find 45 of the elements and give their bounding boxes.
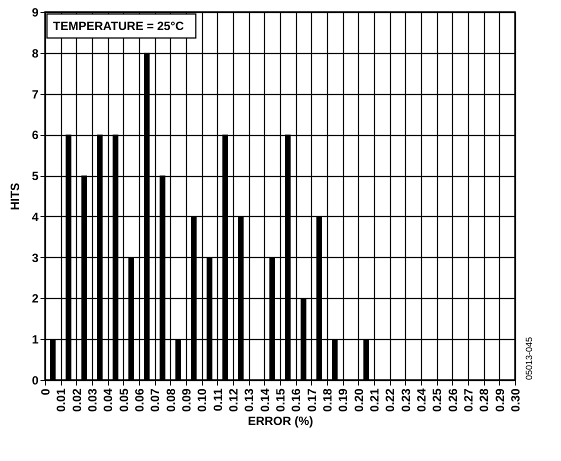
y-tick-label: 0 bbox=[32, 374, 39, 388]
x-tick-label: 0.21 bbox=[368, 388, 382, 412]
x-tick-label: 0.24 bbox=[414, 388, 428, 412]
x-tick-label: 0.17 bbox=[304, 388, 319, 412]
x-tick-label: 0 bbox=[38, 388, 52, 396]
x-tick-label: 0.09 bbox=[180, 388, 194, 412]
x-tick-label: 0.25 bbox=[430, 388, 444, 412]
x-tick-label: 0.13 bbox=[242, 388, 256, 412]
x-tick-label: 0.06 bbox=[132, 388, 146, 412]
x-tick-label: 0.10 bbox=[195, 388, 210, 412]
x-tick-label: 0.28 bbox=[477, 388, 492, 412]
x-tick-label: 0.16 bbox=[289, 388, 304, 412]
x-tick-label: 0.26 bbox=[446, 388, 460, 412]
x-tick-label: 0.29 bbox=[492, 388, 507, 412]
x-tick-label: 0.14 bbox=[258, 388, 272, 412]
text: 05013-045 bbox=[524, 336, 534, 380]
x-tick-label: 0.04 bbox=[101, 388, 116, 412]
y-tick-label: 6 bbox=[32, 128, 39, 142]
y-tick-label: 8 bbox=[32, 46, 39, 60]
x-tick-label: 0.20 bbox=[352, 388, 366, 412]
x-tick-label: 0.01 bbox=[54, 388, 68, 412]
x-tick-label: 0.22 bbox=[383, 388, 398, 412]
x-tick-label: 0.23 bbox=[398, 388, 413, 412]
x-tick-label: 0.07 bbox=[148, 388, 162, 412]
y-tick-label: 9 bbox=[32, 6, 39, 20]
x-tick-label: 0.11 bbox=[210, 388, 225, 412]
y-tick-label: 7 bbox=[32, 87, 39, 102]
x-axis-title: ERROR (%) bbox=[248, 414, 314, 428]
x-tick-label: 0.18 bbox=[320, 388, 334, 412]
x-tick-label: 0.03 bbox=[86, 388, 100, 412]
x-tick-label: 0.19 bbox=[336, 388, 350, 412]
x-tick-label: 0.08 bbox=[164, 388, 178, 412]
y-tick-label: 2 bbox=[32, 292, 39, 306]
y-tick-label: 3 bbox=[32, 250, 39, 265]
y-axis-title: HITS bbox=[8, 182, 22, 210]
x-tick-label: 0.15 bbox=[274, 388, 288, 412]
y-tick-label: 1 bbox=[32, 332, 39, 347]
y-tick-label: 4 bbox=[32, 210, 39, 224]
x-tick-label: 0.30 bbox=[508, 388, 522, 412]
x-tick-label: 0.27 bbox=[462, 388, 476, 412]
y-tick-label: 5 bbox=[32, 169, 39, 184]
annotation: TEMPERATURE = 25°C bbox=[53, 19, 184, 33]
x-tick-label: 0.05 bbox=[116, 388, 131, 412]
x-tick-label: 0.02 bbox=[70, 388, 84, 412]
x-tick-label: 0.12 bbox=[226, 388, 240, 412]
